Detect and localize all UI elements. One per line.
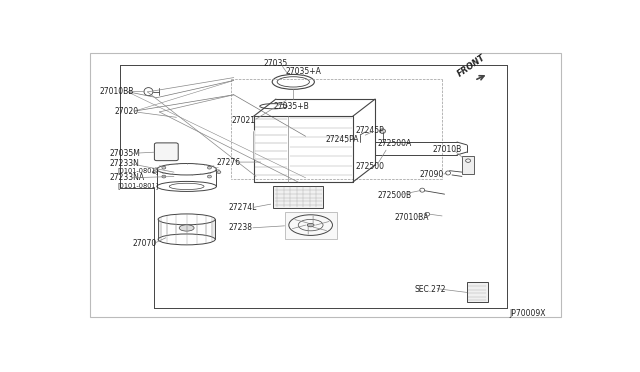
- Text: 27010BA: 27010BA: [395, 214, 429, 222]
- Text: 27035+B: 27035+B: [273, 102, 309, 111]
- Ellipse shape: [380, 129, 385, 134]
- Text: [0101-0801]: [0101-0801]: [117, 167, 159, 174]
- Text: 272500B: 272500B: [378, 190, 412, 199]
- Ellipse shape: [207, 166, 211, 169]
- FancyBboxPatch shape: [467, 282, 488, 302]
- Text: 27238: 27238: [229, 224, 253, 232]
- Text: JP70009X: JP70009X: [509, 310, 545, 318]
- Text: 27233NA: 27233NA: [110, 173, 145, 182]
- Text: FRONT: FRONT: [456, 53, 487, 79]
- Text: 27274L: 27274L: [229, 203, 257, 212]
- Text: 27245PA: 27245PA: [326, 135, 359, 144]
- Ellipse shape: [307, 223, 314, 227]
- Text: 27070: 27070: [132, 239, 156, 248]
- Text: 27245P: 27245P: [355, 126, 384, 135]
- FancyBboxPatch shape: [273, 186, 323, 208]
- Text: 27020: 27020: [115, 108, 139, 116]
- Text: 27090: 27090: [420, 170, 444, 179]
- Text: 27233N: 27233N: [110, 159, 140, 168]
- FancyBboxPatch shape: [462, 156, 474, 173]
- Ellipse shape: [207, 175, 211, 178]
- Text: 27035M: 27035M: [110, 149, 141, 158]
- Text: 27021: 27021: [231, 116, 255, 125]
- Text: 272500: 272500: [355, 162, 384, 171]
- Text: 272500A: 272500A: [378, 139, 412, 148]
- Text: 27035: 27035: [264, 59, 288, 68]
- Text: 27035+A: 27035+A: [286, 67, 322, 76]
- Text: SEC.272: SEC.272: [415, 285, 446, 294]
- Ellipse shape: [217, 171, 221, 173]
- Ellipse shape: [179, 225, 194, 231]
- Ellipse shape: [152, 171, 156, 173]
- Ellipse shape: [162, 175, 166, 178]
- FancyBboxPatch shape: [285, 212, 337, 239]
- Text: 27010BB: 27010BB: [100, 87, 134, 96]
- Text: 27010B: 27010B: [432, 145, 461, 154]
- Ellipse shape: [162, 166, 166, 169]
- FancyBboxPatch shape: [154, 143, 178, 161]
- Text: [0101-0801]: [0101-0801]: [117, 182, 159, 189]
- Text: 27276: 27276: [216, 158, 241, 167]
